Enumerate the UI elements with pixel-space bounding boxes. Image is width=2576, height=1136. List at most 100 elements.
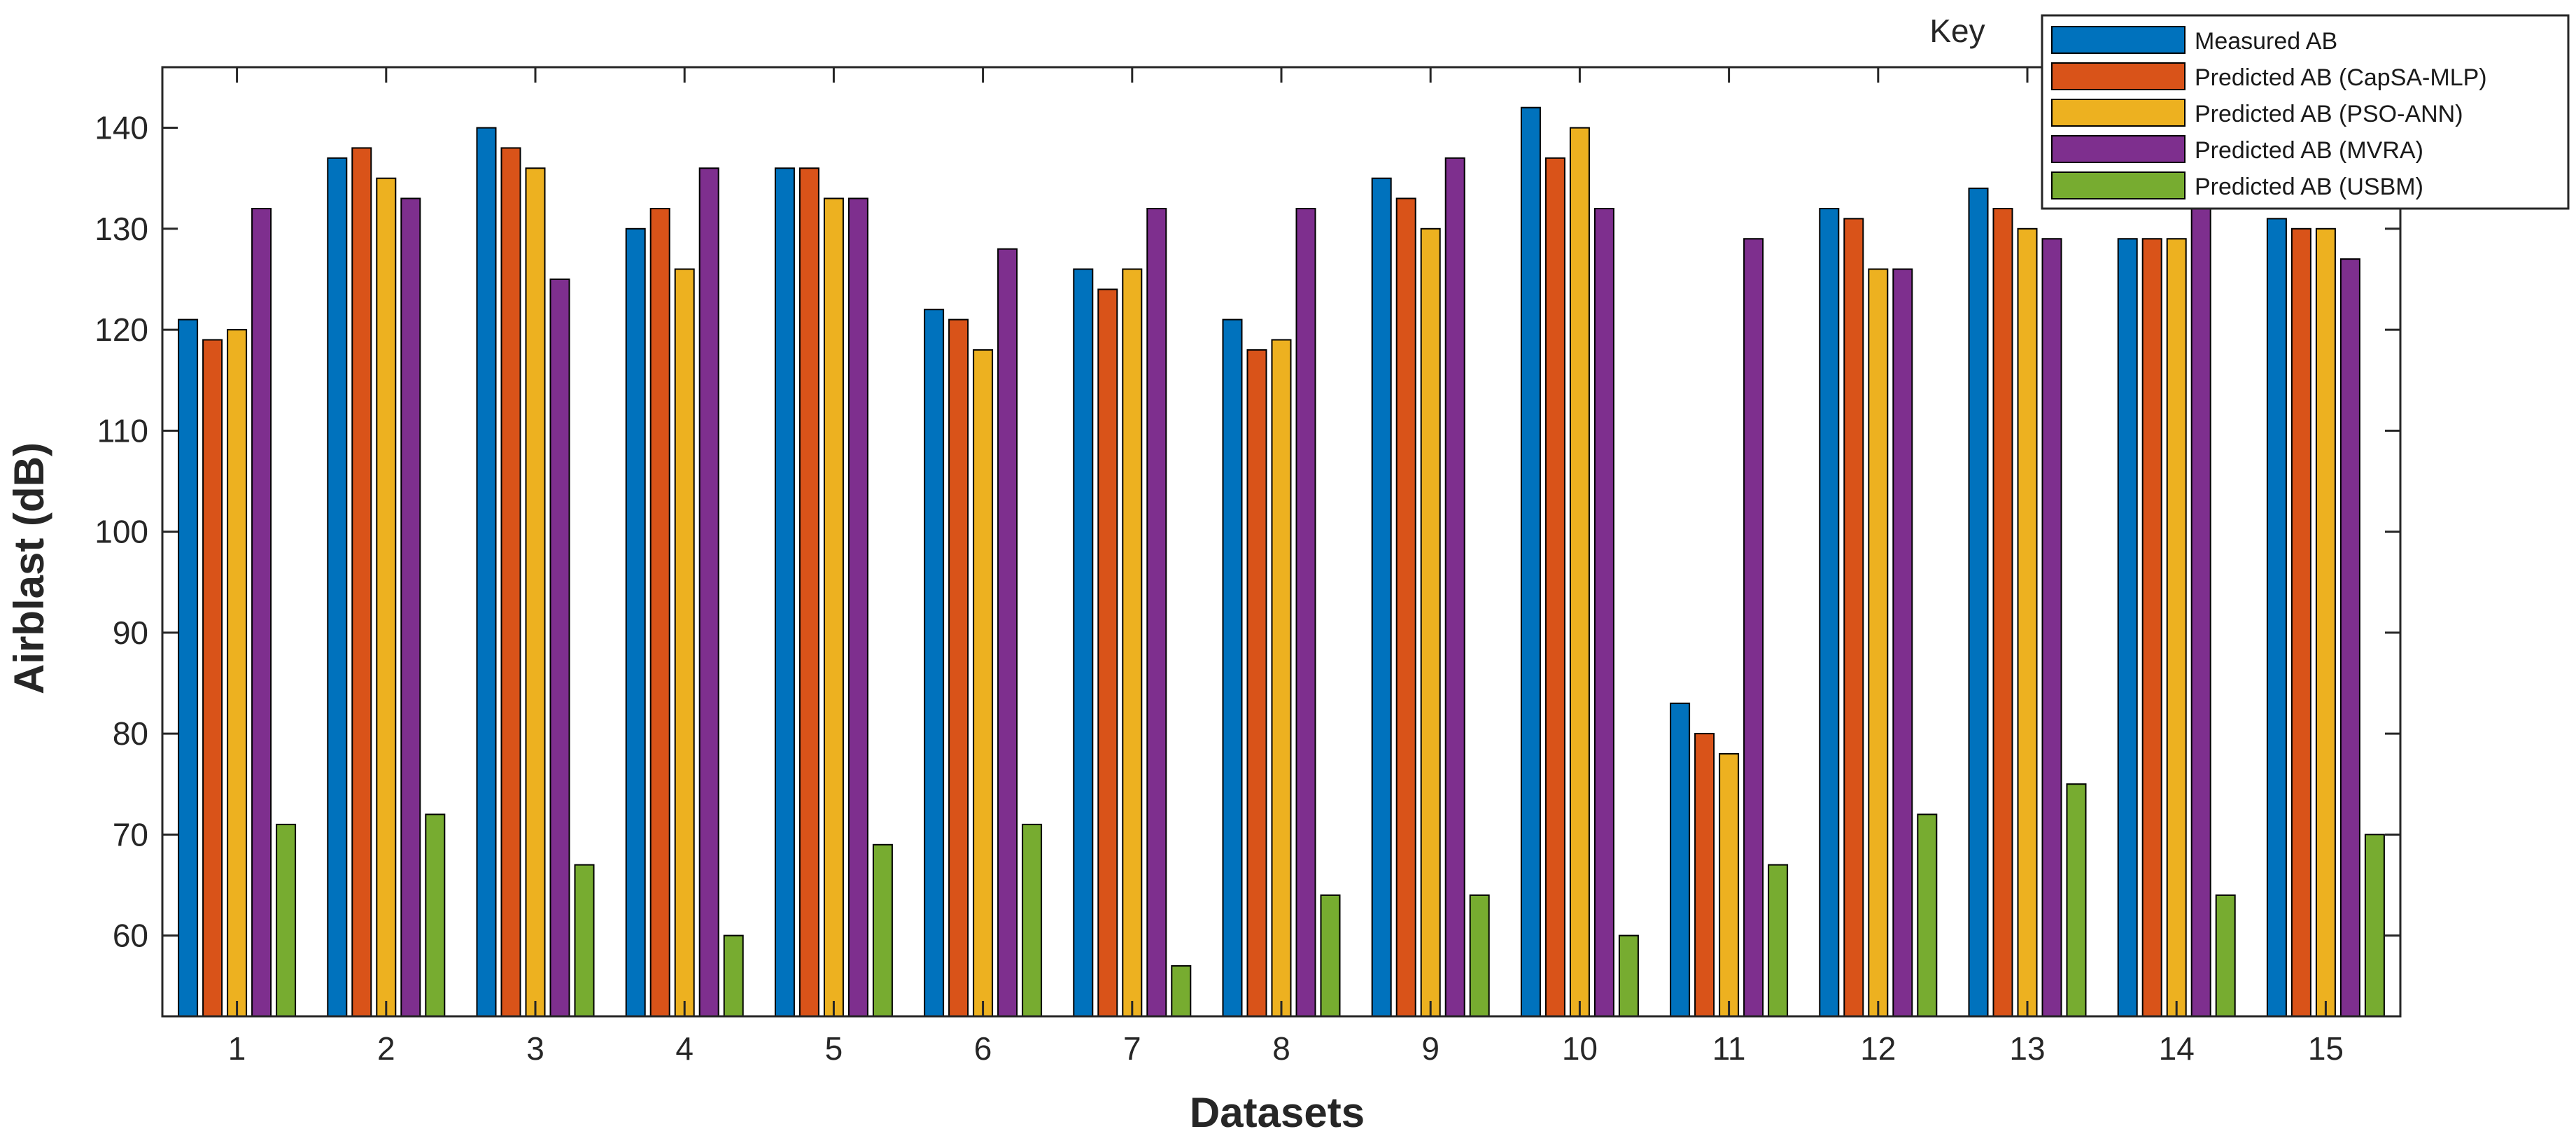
bar-series-4-dataset-10 xyxy=(1593,208,1614,1017)
x-tick-label-10: 10 xyxy=(1562,1030,1598,1067)
bar-series-5-dataset-4 xyxy=(723,934,744,1017)
bar-series-2-dataset-6 xyxy=(948,318,969,1018)
bar-series-5-dataset-3 xyxy=(574,864,595,1017)
bar-series-3-dataset-12 xyxy=(1868,268,1889,1017)
bar-series-1-dataset-10 xyxy=(1520,106,1541,1018)
y-tick-label-90: 90 xyxy=(113,615,148,651)
bar-series-2-dataset-4 xyxy=(649,208,670,1017)
bar-series-2-dataset-5 xyxy=(798,167,819,1017)
x-tick-label-2: 2 xyxy=(377,1030,395,1067)
bar-series-5-dataset-2 xyxy=(425,813,446,1017)
bar-series-2-dataset-14 xyxy=(2141,238,2162,1018)
bar-series-1-dataset-7 xyxy=(1073,268,1094,1017)
bar-series-5-dataset-5 xyxy=(872,843,893,1018)
bar-series-5-dataset-7 xyxy=(1171,965,1192,1018)
bar-series-1-dataset-2 xyxy=(327,157,348,1017)
bar-series-3-dataset-6 xyxy=(973,349,994,1017)
y-tick-label-140: 140 xyxy=(94,110,148,146)
bar-series-5-dataset-11 xyxy=(1768,864,1789,1017)
bar-series-1-dataset-13 xyxy=(1968,188,1989,1018)
bar-series-1-dataset-11 xyxy=(1670,702,1691,1017)
x-tick-label-13: 13 xyxy=(2009,1030,2045,1067)
bar-series-2-dataset-3 xyxy=(500,147,521,1017)
y-tick-label-100: 100 xyxy=(94,514,148,550)
bar-series-1-dataset-4 xyxy=(625,227,646,1017)
legend: Measured AB Predicted AB (CapSA-MLP) Predi… xyxy=(2041,14,2570,210)
bar-series-4-dataset-3 xyxy=(549,278,570,1017)
bar-series-3-dataset-1 xyxy=(227,329,248,1018)
bar-series-1-dataset-8 xyxy=(1222,318,1243,1018)
y-tick-label-70: 70 xyxy=(113,816,148,853)
x-tick-label-15: 15 xyxy=(2308,1030,2344,1067)
x-tick-label-9: 9 xyxy=(1421,1030,1440,1067)
y-axis-title: Airblast (dB) xyxy=(6,442,52,694)
bar-series-1-dataset-12 xyxy=(1819,208,1840,1017)
x-tick-label-7: 7 xyxy=(1123,1030,1141,1067)
bar-series-3-dataset-14 xyxy=(2166,238,2187,1018)
bar-series-4-dataset-15 xyxy=(2339,258,2360,1018)
legend-swatch-4 xyxy=(2051,135,2186,163)
bar-series-3-dataset-2 xyxy=(376,177,397,1018)
bar-series-2-dataset-8 xyxy=(1246,349,1267,1017)
bar-series-4-dataset-12 xyxy=(1892,268,1913,1017)
bar-series-1-dataset-15 xyxy=(2266,218,2287,1017)
bar-series-4-dataset-4 xyxy=(698,167,719,1017)
bar-series-3-dataset-10 xyxy=(1569,127,1590,1018)
bar-series-2-dataset-7 xyxy=(1097,288,1118,1017)
legend-swatch-1 xyxy=(2051,26,2186,54)
legend-label-4: Predicted AB (MVRA) xyxy=(2195,137,2423,164)
bar-series-1-dataset-1 xyxy=(178,318,199,1018)
bar-series-5-dataset-6 xyxy=(1022,823,1043,1018)
bar-series-4-dataset-2 xyxy=(400,197,421,1017)
bar-series-3-dataset-13 xyxy=(2017,227,2038,1017)
bar-series-5-dataset-10 xyxy=(1618,934,1639,1017)
y-tick-label-60: 60 xyxy=(113,918,148,954)
bar-series-5-dataset-15 xyxy=(2364,834,2385,1018)
bar-series-4-dataset-11 xyxy=(1743,238,1764,1018)
bar-series-3-dataset-15 xyxy=(2315,227,2336,1017)
bar-series-4-dataset-5 xyxy=(847,197,868,1017)
bar-series-1-dataset-5 xyxy=(774,167,795,1017)
bar-series-4-dataset-8 xyxy=(1295,208,1316,1017)
bar-series-4-dataset-14 xyxy=(2190,208,2211,1017)
x-tick-label-4: 4 xyxy=(675,1030,694,1067)
legend-label-1: Measured AB xyxy=(2195,28,2337,55)
bar-series-5-dataset-9 xyxy=(1469,894,1490,1018)
legend-swatch-5 xyxy=(2051,171,2186,199)
bar-series-3-dataset-4 xyxy=(674,268,695,1017)
bar-series-5-dataset-1 xyxy=(276,823,297,1018)
bars-group xyxy=(178,106,2385,1018)
x-tick-label-6: 6 xyxy=(974,1030,992,1067)
legend-swatch-3 xyxy=(2051,99,2186,127)
bar-series-2-dataset-12 xyxy=(1843,218,1864,1017)
y-tick-label-120: 120 xyxy=(94,311,148,348)
bar-series-2-dataset-9 xyxy=(1395,197,1416,1017)
bar-series-4-dataset-9 xyxy=(1444,157,1465,1017)
x-tick-label-11: 11 xyxy=(1712,1030,1746,1067)
bar-series-3-dataset-3 xyxy=(525,167,546,1017)
legend-label-2: Predicted AB (CapSA-MLP) xyxy=(2195,64,2487,91)
bar-series-1-dataset-3 xyxy=(476,127,497,1018)
legend-label-5: Predicted AB (USBM) xyxy=(2195,174,2423,200)
bar-series-2-dataset-2 xyxy=(351,147,372,1017)
bar-series-2-dataset-1 xyxy=(202,339,223,1017)
bar-series-4-dataset-7 xyxy=(1146,208,1167,1017)
bar-series-4-dataset-6 xyxy=(997,248,1018,1018)
y-tick-label-130: 130 xyxy=(94,211,148,247)
bar-series-2-dataset-11 xyxy=(1694,733,1715,1017)
bar-series-2-dataset-13 xyxy=(1992,208,2013,1017)
bar-series-1-dataset-9 xyxy=(1371,177,1392,1018)
x-tick-label-12: 12 xyxy=(1860,1030,1896,1067)
bar-series-5-dataset-13 xyxy=(2066,783,2087,1017)
bar-series-2-dataset-10 xyxy=(1544,157,1565,1017)
x-tick-label-8: 8 xyxy=(1272,1030,1290,1067)
x-tick-label-1: 1 xyxy=(228,1030,246,1067)
bar-series-1-dataset-14 xyxy=(2117,238,2138,1018)
bar-series-4-dataset-13 xyxy=(2041,238,2062,1018)
bar-series-3-dataset-11 xyxy=(1719,752,1740,1018)
y-tick-label-110: 110 xyxy=(97,412,148,449)
legend-title: Key xyxy=(1929,13,1985,49)
bar-series-1-dataset-6 xyxy=(924,309,945,1017)
